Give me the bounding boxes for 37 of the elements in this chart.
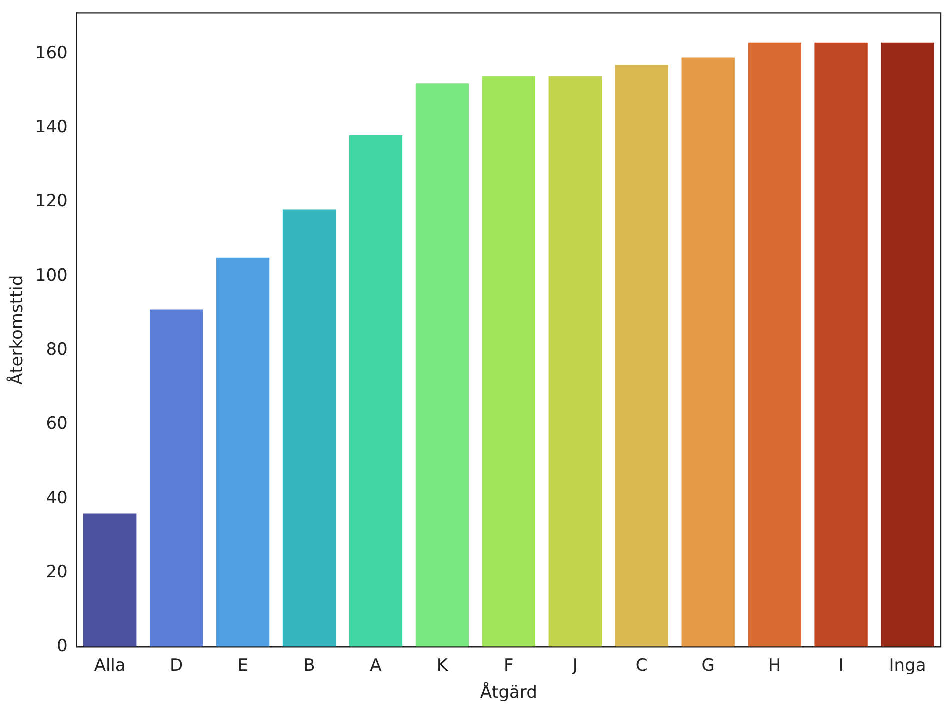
bar xyxy=(482,76,536,648)
x-tick-label: B xyxy=(304,656,316,676)
bar xyxy=(216,258,270,648)
bar xyxy=(881,42,934,648)
x-tick-label: D xyxy=(170,656,184,676)
bar xyxy=(814,42,868,648)
x-tick-label: K xyxy=(436,656,449,676)
x-tick-label: G xyxy=(702,656,715,676)
bar xyxy=(349,136,403,648)
x-tick-label: F xyxy=(504,656,514,676)
y-tick-label: 120 xyxy=(35,192,68,212)
bar xyxy=(682,58,735,648)
x-tick-label: H xyxy=(768,656,782,676)
bar xyxy=(83,514,137,648)
bar xyxy=(416,84,470,648)
y-tick-label: 100 xyxy=(35,266,68,286)
bar xyxy=(615,65,668,648)
x-tick-label: A xyxy=(370,656,382,676)
bar xyxy=(748,42,802,648)
bar xyxy=(548,76,602,648)
x-axis-title: Åtgärd xyxy=(480,682,538,704)
y-tick-label: 80 xyxy=(46,340,68,360)
x-tick-label: E xyxy=(238,656,248,676)
x-tick-label: Alla xyxy=(94,656,126,676)
x-tick-label: Inga xyxy=(889,656,926,676)
bar xyxy=(150,310,204,648)
y-tick-label: 0 xyxy=(57,636,68,657)
y-tick-label: 60 xyxy=(46,414,68,434)
x-tick-label: J xyxy=(572,656,578,676)
y-tick-label: 20 xyxy=(46,562,68,582)
bar xyxy=(282,210,336,648)
y-tick-label: 140 xyxy=(35,118,68,138)
y-tick-label: 40 xyxy=(46,488,68,508)
y-axis-title: Återkomsttid xyxy=(6,275,28,386)
x-tick-label: C xyxy=(636,656,648,676)
y-tick-label: 160 xyxy=(35,43,68,64)
x-tick-label: I xyxy=(838,656,844,676)
